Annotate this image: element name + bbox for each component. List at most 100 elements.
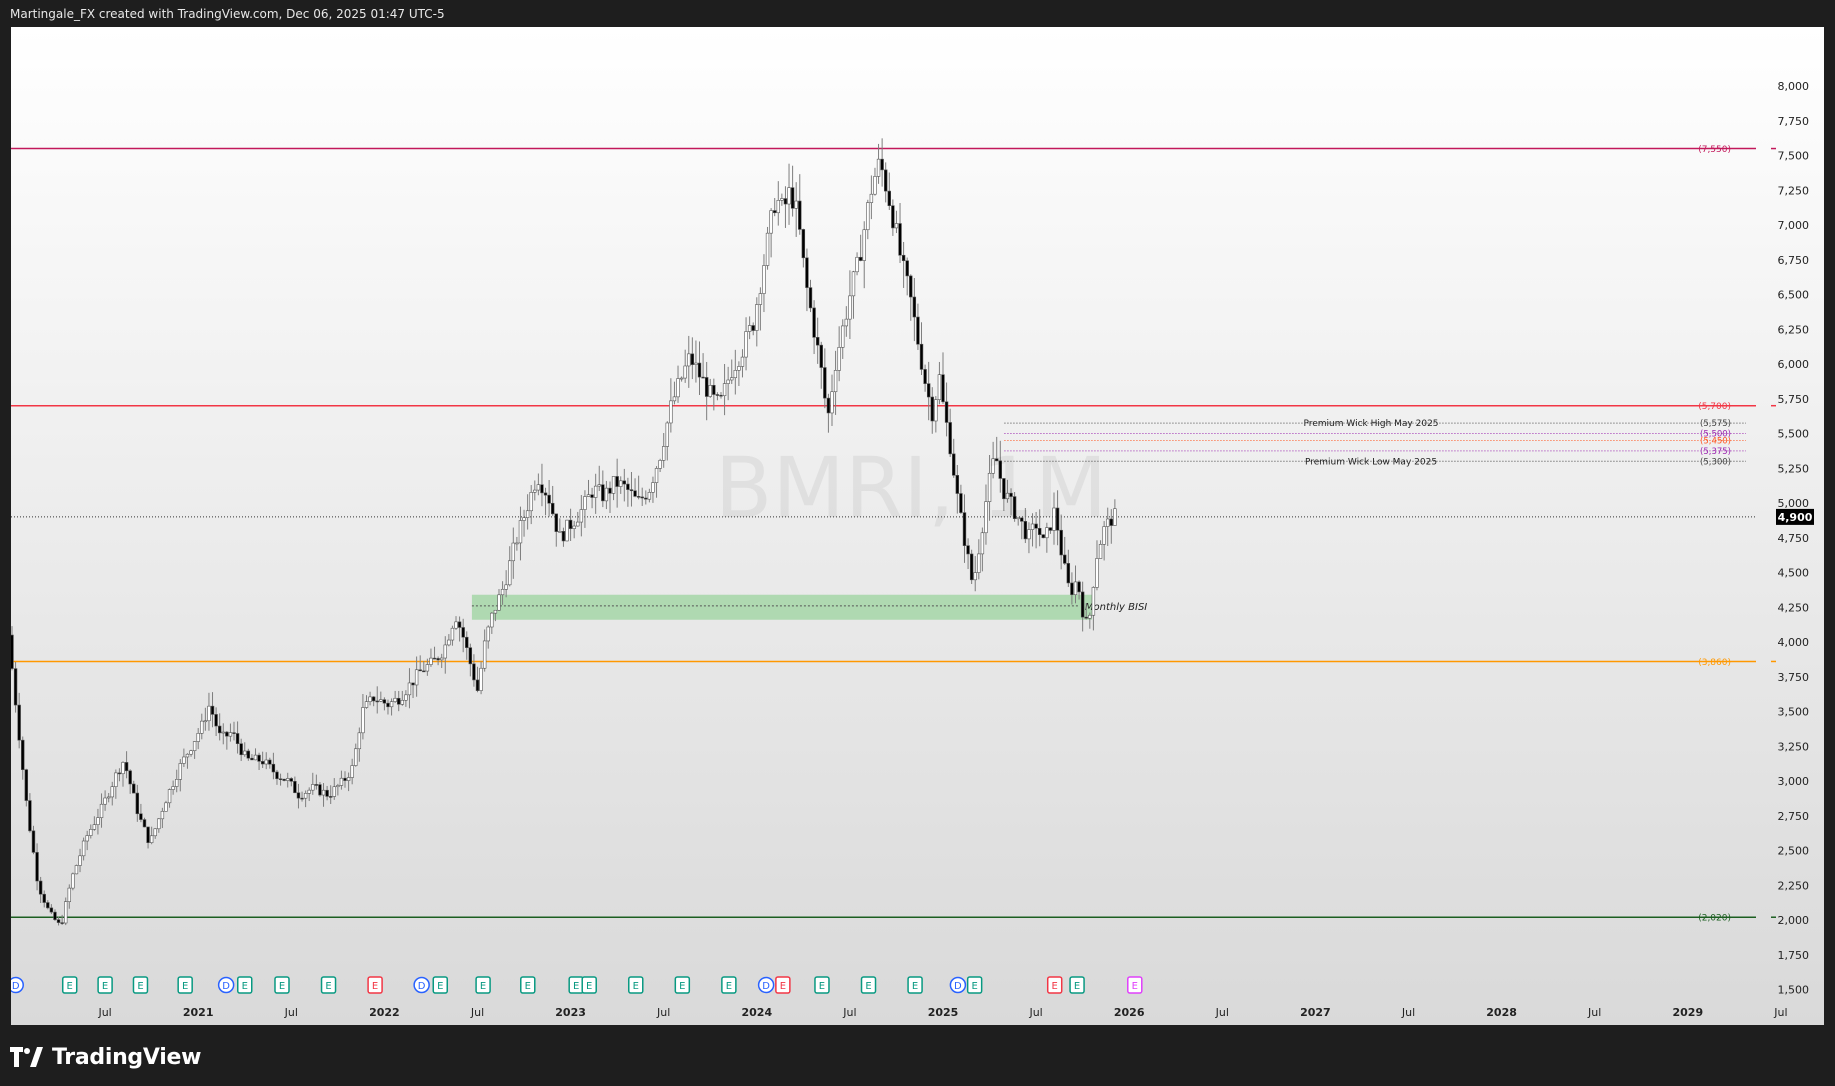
candle-body xyxy=(450,627,455,641)
dividend-marker-icon[interactable] xyxy=(11,976,24,994)
candle-body xyxy=(1080,591,1085,618)
candle-body xyxy=(708,384,712,397)
candle-body xyxy=(697,362,702,378)
candle-body xyxy=(472,663,476,681)
earnings-marker-icon[interactable] xyxy=(432,976,449,994)
candle-body xyxy=(719,394,723,397)
earnings-marker-icon[interactable] xyxy=(907,976,923,994)
candle-body xyxy=(214,714,218,727)
candle-body xyxy=(85,835,89,842)
candle-body xyxy=(28,800,32,832)
candle-body xyxy=(490,612,494,628)
annotation-0: Premium Wick High May 2025 xyxy=(1303,419,1438,429)
earnings-marker-icon[interactable] xyxy=(674,976,691,994)
earnings-marker-icon[interactable] xyxy=(1127,976,1143,994)
earnings-marker-icon[interactable] xyxy=(237,976,253,994)
earnings-marker-icon[interactable] xyxy=(520,976,536,994)
candle-body xyxy=(422,670,426,673)
candle-body xyxy=(149,835,154,843)
earnings-marker-icon[interactable] xyxy=(1069,976,1085,994)
candle-body xyxy=(572,525,576,529)
candle-body xyxy=(389,701,394,708)
candle-body xyxy=(529,492,533,512)
candle-body xyxy=(117,772,122,775)
candle-body xyxy=(808,287,813,309)
candle-body xyxy=(776,200,780,214)
y-tick-label: 1,750 xyxy=(1778,949,1810,962)
y-tick-label: 3,250 xyxy=(1778,740,1810,753)
candle-body xyxy=(171,786,175,790)
earnings-marker-letter: E xyxy=(679,981,685,992)
candle-body xyxy=(207,705,211,722)
earnings-marker-icon[interactable] xyxy=(61,976,78,994)
candle-body xyxy=(887,190,891,206)
candle-body xyxy=(690,353,695,365)
earnings-marker-icon[interactable] xyxy=(721,976,737,994)
candle-body xyxy=(815,337,820,346)
candle-body xyxy=(1055,507,1060,531)
candle-body xyxy=(1063,554,1067,564)
price-axis[interactable] xyxy=(1756,27,1824,1025)
earnings-marker-letter: E xyxy=(480,981,486,992)
dividend-marker-icon[interactable] xyxy=(413,976,430,994)
candle-body xyxy=(880,158,884,171)
chart-area[interactable]: Monthly BISI (7,550) (5,700) (3,860) (2,020… xyxy=(11,27,1824,1025)
chart-caption: Martingale_FX created with TradingView.c… xyxy=(10,7,445,21)
earnings-marker-icon[interactable] xyxy=(966,976,983,994)
candle-body xyxy=(364,701,369,708)
price-chart[interactable]: Monthly BISI (7,550) (5,700) (3,860) (2,020… xyxy=(11,27,1824,1025)
dividend-marker-icon[interactable] xyxy=(757,976,775,994)
candle-body xyxy=(937,374,942,400)
y-tick-label: 4,750 xyxy=(1778,532,1810,545)
candle-body xyxy=(407,682,412,696)
candle-body xyxy=(386,702,390,708)
candle-body xyxy=(508,560,512,586)
dividend-marker-icon[interactable] xyxy=(949,976,967,994)
candle-body xyxy=(751,325,755,331)
earnings-marker-icon[interactable] xyxy=(1046,976,1063,994)
earnings-marker-icon[interactable] xyxy=(177,976,193,994)
candle-body xyxy=(959,493,963,513)
earnings-marker-icon[interactable] xyxy=(475,976,491,994)
symbol-watermark: BMRI, 1M xyxy=(715,439,1108,537)
candle-body xyxy=(522,517,526,521)
candle-body xyxy=(461,627,465,638)
earnings-marker-icon[interactable] xyxy=(367,976,383,994)
y-tick-label: 6,500 xyxy=(1778,289,1810,302)
earnings-marker-icon[interactable] xyxy=(860,976,877,994)
candle-body xyxy=(533,489,537,493)
earnings-marker-icon[interactable] xyxy=(320,976,337,994)
chart-background xyxy=(11,27,1824,1025)
candle-body xyxy=(823,367,827,399)
earnings-marker-letter: E xyxy=(525,981,531,992)
candle-body xyxy=(457,621,462,628)
candle-body xyxy=(250,757,254,761)
candle-body xyxy=(769,210,773,234)
earnings-marker-icon[interactable] xyxy=(814,976,830,994)
earnings-marker-icon[interactable] xyxy=(132,976,149,994)
candle-body xyxy=(1106,518,1110,527)
bisi-zone[interactable] xyxy=(471,594,1092,620)
dividend-marker-letter: D xyxy=(222,981,230,992)
candle-body xyxy=(128,770,132,785)
candle-body xyxy=(640,496,644,499)
y-tick-label: 3,500 xyxy=(1778,706,1810,719)
candle-body xyxy=(801,229,806,259)
earnings-marker-icon[interactable] xyxy=(775,976,791,994)
candle-body xyxy=(884,169,888,192)
x-tick-label: 2025 xyxy=(928,1006,959,1019)
candle-body xyxy=(540,484,544,494)
candle-body xyxy=(1088,614,1092,619)
earnings-marker-icon[interactable] xyxy=(628,976,644,994)
candle-body xyxy=(891,205,895,229)
y-tick-label: 2,500 xyxy=(1778,845,1810,858)
dividend-marker-icon[interactable] xyxy=(217,976,235,994)
candle-body xyxy=(737,366,741,371)
candle-body xyxy=(354,748,358,766)
candle-body xyxy=(966,545,970,555)
candle-body xyxy=(203,720,208,723)
earnings-marker-icon[interactable] xyxy=(581,976,597,994)
earnings-marker-icon[interactable] xyxy=(274,976,290,994)
earnings-marker-icon[interactable] xyxy=(97,976,113,994)
candle-body xyxy=(289,778,293,782)
